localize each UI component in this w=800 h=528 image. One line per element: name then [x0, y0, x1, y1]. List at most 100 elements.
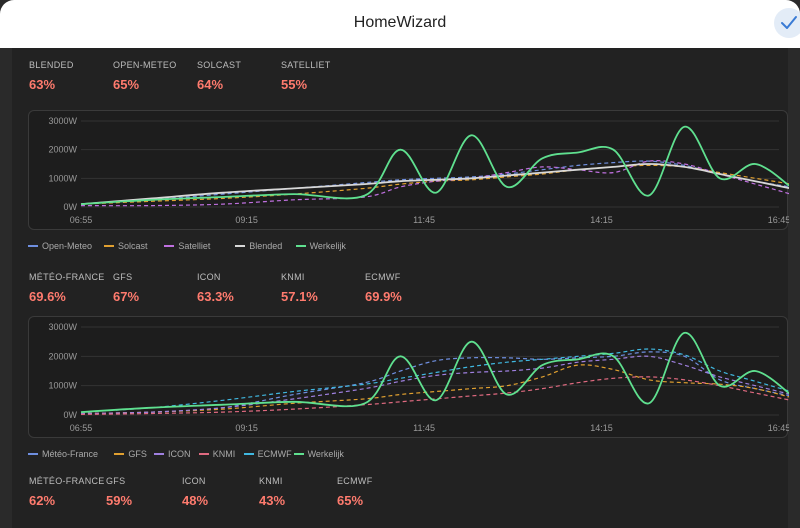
legend-swatch: [293, 452, 304, 455]
legend-models: Open-Meteo Solcast Satelliet Blended Werkeli…: [28, 241, 788, 255]
stat-blended: BLENDED 63%: [29, 60, 74, 92]
y-tick-label: 3000W: [48, 116, 77, 126]
legend-item-blended[interactable]: Blended: [235, 241, 282, 251]
stat-value: 65%: [113, 77, 140, 92]
legend-item-werkelijk[interactable]: Werkelijk: [295, 241, 346, 251]
y-tick-label: 0W: [64, 202, 78, 212]
stat-value: 69.9%: [365, 289, 402, 304]
x-tick-label: 11:45: [413, 423, 435, 433]
stat-value: 69.6%: [29, 289, 66, 304]
stat-value: 65%: [337, 493, 364, 508]
x-tick-label: 16:45: [768, 215, 789, 225]
legend-label: ECMWF: [257, 449, 292, 459]
series-line-werkelijk: [80, 332, 789, 413]
forecast-chart-weather-models: 3000W 2000W 1000W 0W 06:55 09:15 11:45 14:15 16:…: [28, 316, 789, 438]
stat-value: 48%: [182, 493, 209, 508]
stat-label: SATELLIET: [281, 60, 331, 70]
series-line-gfs: [80, 364, 789, 415]
stat-meteo-france: MÉTÉO-FRANCE 69.6%: [29, 272, 105, 304]
stat-value: 62%: [29, 493, 56, 508]
x-tick-label: 09:15: [235, 423, 258, 433]
legend-label: Open-Meteo: [42, 241, 93, 251]
legend-swatch: [28, 452, 38, 455]
y-tick-label: 1000W: [48, 173, 77, 183]
legend-label: ICON: [168, 449, 191, 459]
y-tick-label: 3000W: [48, 322, 77, 332]
x-tick-label: 14:15: [590, 423, 613, 433]
stat-value: 55%: [281, 77, 308, 92]
stat-value: 63%: [29, 77, 56, 92]
series-line-ecmwf: [80, 348, 789, 413]
confirm-button[interactable]: [774, 8, 800, 38]
stat-label: GFS: [113, 272, 133, 282]
x-tick-label: 14:15: [590, 215, 613, 225]
stat-label: ECMWF: [337, 476, 373, 486]
stats-row-2: MÉTÉO-FRANCE 69.6% GFS 67% ICON 63.3% KN…: [12, 272, 788, 316]
stat-label: OPEN-METEO: [113, 60, 177, 70]
stat-label: KNMI: [281, 272, 305, 282]
stat-knmi: KNMI 43%: [259, 476, 285, 508]
forecast-chart-models: 3000W 2000W 1000W 0W 06:55 09:15 11:45 14:15 16:…: [28, 110, 789, 230]
legend-label: Werkelijk: [309, 241, 346, 251]
x-tick-label: 09:15: [235, 215, 258, 225]
checkmark-icon: [781, 16, 797, 29]
chart-svg: 3000W 2000W 1000W 0W 06:55 09:15 11:45 14:15 16:…: [48, 322, 789, 433]
legend-label: Blended: [249, 241, 283, 251]
stat-value: 59%: [106, 493, 133, 508]
legend-swatch: [104, 244, 114, 247]
x-tick-label: 16:45: [768, 423, 789, 433]
stat-label: MÉTÉO-FRANCE: [29, 272, 105, 282]
legend-item-icon[interactable]: ICON: [154, 449, 191, 459]
legend-swatch: [235, 244, 246, 247]
legend-item-werkelijk[interactable]: Werkelijk: [293, 449, 344, 459]
series-line-werkelijk: [80, 125, 789, 205]
stat-label: ICON: [182, 476, 206, 486]
app-title: HomeWizard: [353, 14, 447, 31]
stat-label: SOLCAST: [197, 60, 242, 70]
legend-label: Satelliet: [178, 241, 211, 251]
x-tick-label: 11:45: [413, 215, 435, 225]
legend-item-meteo-france[interactable]: Météo-France: [28, 449, 98, 459]
legend-label: GFS: [128, 449, 147, 459]
stat-gfs: GFS 59%: [106, 476, 132, 508]
stat-label: MÉTÉO-FRANCE: [29, 476, 105, 486]
legend-weather-models: Météo-France GFS ICON KNMI ECMWF Werkelijk: [28, 449, 788, 463]
stat-gfs: GFS 67%: [113, 272, 139, 304]
stat-value: 63.3%: [197, 289, 234, 304]
legend-swatch: [28, 244, 38, 247]
legend-swatch: [154, 452, 164, 455]
stats-row-3: MÉTÉO-FRANCE 62% GFS 59% ICON 48% KNMI 4…: [12, 476, 788, 520]
stat-icon: ICON 48%: [182, 476, 208, 508]
legend-label: KNMI: [212, 449, 236, 459]
stat-value: 64%: [197, 77, 224, 92]
series-line-meteo-france: [80, 351, 789, 415]
stat-satelliet: SATELLIET 55%: [281, 60, 331, 92]
stat-value: 43%: [259, 493, 286, 508]
legend-item-knmi[interactable]: KNMI: [198, 449, 236, 459]
stat-label: GFS: [106, 476, 126, 486]
stat-label: BLENDED: [29, 60, 74, 70]
app-header: HomeWizard: [0, 0, 800, 48]
stat-value: 67%: [113, 289, 140, 304]
legend-swatch: [295, 244, 306, 247]
stat-value: 57.1%: [281, 289, 318, 304]
forecast-panel: BLENDED 63% OPEN-METEO 65% SOLCAST 64% S…: [12, 48, 789, 528]
legend-item-gfs[interactable]: GFS: [114, 449, 147, 459]
legend-item-solcast[interactable]: Solcast: [104, 241, 148, 251]
legend-label: Werkelijk: [307, 449, 344, 459]
y-tick-label: 2000W: [48, 145, 77, 155]
legend-item-ecmwf[interactable]: ECMWF: [243, 449, 292, 459]
legend-item-satelliet[interactable]: Satelliet: [164, 241, 210, 251]
stats-row-1: BLENDED 63% OPEN-METEO 65% SOLCAST 64% S…: [12, 60, 788, 104]
legend-item-open-meteo[interactable]: Open-Meteo: [28, 241, 92, 251]
stat-meteo-france: MÉTÉO-FRANCE 62%: [29, 476, 105, 508]
legend-label: Solcast: [118, 241, 148, 251]
legend-swatch: [164, 244, 175, 247]
stat-icon: ICON 63.3%: [197, 272, 234, 304]
stat-label: KNMI: [259, 476, 283, 486]
legend-swatch: [243, 452, 254, 455]
y-tick-label: 2000W: [48, 351, 77, 361]
x-tick-label: 06:55: [70, 215, 93, 225]
series-line-knmi: [80, 376, 789, 415]
stat-knmi: KNMI 57.1%: [281, 272, 318, 304]
